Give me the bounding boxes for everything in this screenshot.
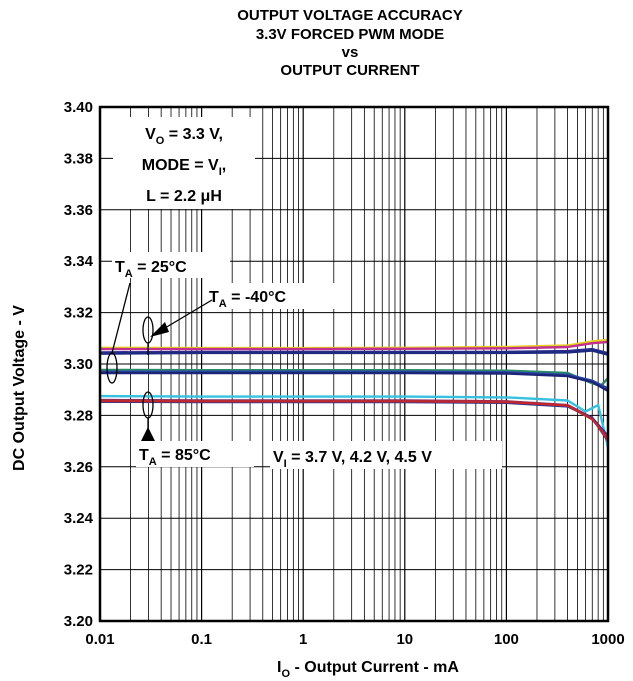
- x-label-subscript: O: [282, 668, 291, 680]
- condition-text: VO = 3.3 V,: [145, 126, 223, 147]
- title-line: vs: [342, 44, 359, 61]
- series-lines: [99, 338, 610, 448]
- label-bg: [206, 283, 346, 309]
- ta-85-label: TA = 85°C: [139, 447, 211, 468]
- leader-line: [164, 299, 213, 329]
- x-label-main: I: [277, 659, 281, 676]
- ta-85-label-main: T: [139, 447, 149, 464]
- y-axis-label: DC Output Voltage - V: [11, 305, 28, 471]
- condition-text-rest: ,: [222, 157, 226, 174]
- group-ellipse: [106, 352, 118, 384]
- condition-text-main: MODE = V: [142, 157, 219, 174]
- ta-25-label-rest: = 25°C: [133, 259, 187, 276]
- vi-label-subscript: I: [284, 458, 287, 470]
- ta-25-label-main: T: [115, 259, 125, 276]
- x-tick-label: 100: [494, 631, 519, 648]
- ta-m40-label-rest: = -40°C: [227, 289, 287, 306]
- ta-m40-label-subscript: A: [219, 298, 227, 310]
- plot-border: [98, 105, 610, 623]
- ta-m40-label-main: T: [209, 289, 219, 306]
- x-tick-label: 0.01: [85, 631, 114, 648]
- condition-text-rest: = 3.3 V,: [164, 126, 223, 143]
- ta-m40-label: TA = -40°C: [209, 289, 286, 310]
- title-line: OUTPUT VOLTAGE ACCURACY: [237, 7, 463, 24]
- y-tick-label: 3.34: [64, 253, 94, 270]
- condition-text-subscript: I: [219, 166, 222, 178]
- chart-title: OUTPUT VOLTAGE ACCURACY 3.3V FORCED PWM M…: [237, 7, 463, 79]
- ta-85-label-subscript: A: [149, 456, 157, 468]
- arrow-head: [141, 427, 155, 441]
- y-tick-label: 3.38: [64, 150, 93, 167]
- y-tick-label: 3.22: [64, 562, 93, 579]
- conditions-box: [113, 117, 255, 209]
- series-line: [100, 370, 609, 390]
- condition-text-main: V: [145, 126, 156, 143]
- y-tick-label: 3.28: [64, 407, 93, 424]
- series-line: [99, 399, 609, 440]
- group-ellipse: [142, 316, 154, 344]
- title-line: OUTPUT CURRENT: [280, 62, 419, 79]
- x-tick-labels: 0.01 0.1 1 10 100 1000: [85, 631, 624, 648]
- series-line: [99, 398, 609, 442]
- x-axis-label: IO - Output Current - mA: [277, 659, 459, 680]
- label-bg: [136, 441, 254, 467]
- y-tick-label: 3.40: [64, 99, 93, 116]
- condition-text-main: L = 2.2 μH: [146, 188, 222, 205]
- series-line: [100, 371, 609, 393]
- y-tick-label: 3.24: [64, 510, 94, 527]
- label-bg: [112, 252, 230, 278]
- x-tick-label: 0.1: [191, 631, 212, 648]
- title-line: 3.3V FORCED PWM MODE: [256, 26, 444, 43]
- condition-text-subscript: O: [156, 135, 165, 147]
- condition-text: L = 2.2 μH: [146, 188, 222, 205]
- leader-line: [111, 282, 131, 354]
- arrow-head: [150, 322, 169, 337]
- ta-25-label: TA = 25°C: [115, 259, 187, 280]
- y-tick-label: 3.20: [64, 613, 93, 630]
- plot-frame: [98, 105, 610, 623]
- series-line: [100, 340, 609, 351]
- vi-label-main: V: [273, 449, 284, 466]
- x-tick-label: 1: [299, 631, 307, 648]
- series-line: [99, 349, 609, 356]
- y-tick-label: 3.36: [64, 202, 93, 219]
- ta-85-label-rest: = 85°C: [157, 447, 211, 464]
- x-label-rest: - Output Current - mA: [290, 659, 459, 676]
- x-tick-label: 1000: [591, 631, 624, 648]
- y-tick-label: 3.30: [64, 356, 93, 373]
- vi-label-rest: = 3.7 V, 4.2 V, 4.5 V: [287, 449, 432, 466]
- series-line: [99, 400, 609, 437]
- ta-25-label-subscript: A: [125, 268, 133, 280]
- vi-label: VI = 3.7 V, 4.2 V, 4.5 V: [273, 449, 432, 470]
- y-tick-label: 3.32: [64, 305, 93, 322]
- y-tick-labels: 3.20 3.22 3.24 3.26 3.28 3.30 3.32 3.34 3.36 3.38…: [64, 99, 94, 630]
- x-tick-label: 10: [396, 631, 413, 648]
- label-bg: [270, 441, 502, 469]
- series-line: [99, 394, 610, 448]
- y-tick-label: 3.26: [64, 459, 93, 476]
- condition-text: MODE = VI,: [142, 157, 226, 178]
